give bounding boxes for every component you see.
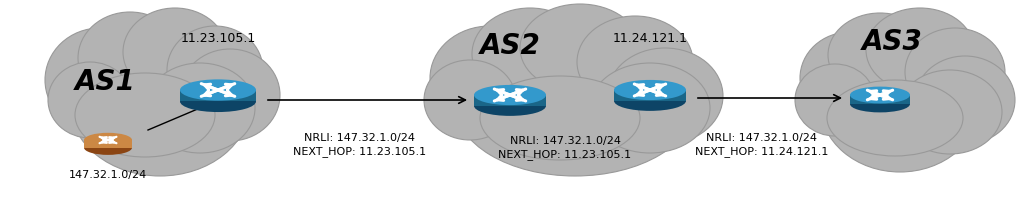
Text: AS3: AS3: [862, 28, 923, 56]
Ellipse shape: [915, 56, 1015, 144]
Ellipse shape: [84, 133, 132, 147]
Ellipse shape: [167, 26, 263, 114]
Ellipse shape: [78, 12, 182, 104]
Text: 11.23.105.1: 11.23.105.1: [180, 31, 256, 45]
Ellipse shape: [828, 13, 932, 97]
Ellipse shape: [898, 70, 1002, 154]
Ellipse shape: [180, 79, 256, 101]
Text: NRLI: 147.32.1.0/24
NEXT_HOP: 11.24.121.1: NRLI: 147.32.1.0/24 NEXT_HOP: 11.24.121.…: [695, 133, 828, 157]
Ellipse shape: [424, 60, 516, 140]
Polygon shape: [180, 90, 256, 102]
Ellipse shape: [474, 85, 546, 105]
Text: NRLI: 147.32.1.0/24
NEXT_HOP: 11.23.105.1: NRLI: 147.32.1.0/24 NEXT_HOP: 11.23.105.…: [499, 136, 632, 160]
Ellipse shape: [123, 8, 227, 96]
Ellipse shape: [48, 62, 132, 138]
Ellipse shape: [800, 32, 900, 124]
Ellipse shape: [795, 64, 874, 136]
Polygon shape: [84, 140, 132, 148]
Ellipse shape: [577, 16, 693, 108]
Text: 11.24.121.1: 11.24.121.1: [612, 31, 687, 45]
Text: AS2: AS2: [480, 32, 541, 60]
Ellipse shape: [866, 8, 974, 92]
Ellipse shape: [614, 91, 686, 111]
Ellipse shape: [455, 32, 695, 176]
Ellipse shape: [84, 140, 132, 155]
Ellipse shape: [180, 49, 280, 141]
Text: AS1: AS1: [75, 68, 136, 96]
Ellipse shape: [75, 73, 215, 157]
Polygon shape: [474, 95, 546, 106]
Ellipse shape: [614, 80, 686, 100]
Ellipse shape: [827, 80, 963, 156]
Ellipse shape: [430, 26, 550, 130]
Ellipse shape: [180, 91, 256, 112]
Ellipse shape: [850, 96, 910, 112]
Polygon shape: [614, 90, 686, 101]
Ellipse shape: [820, 36, 980, 172]
Ellipse shape: [590, 63, 710, 153]
Ellipse shape: [145, 63, 255, 153]
Ellipse shape: [45, 28, 155, 132]
Ellipse shape: [607, 48, 723, 144]
Ellipse shape: [472, 8, 588, 100]
Text: NRLI: 147.32.1.0/24
NEXT_HOP: 11.23.105.1: NRLI: 147.32.1.0/24 NEXT_HOP: 11.23.105.…: [294, 133, 427, 157]
Ellipse shape: [70, 32, 250, 176]
Ellipse shape: [474, 96, 546, 116]
Polygon shape: [850, 95, 910, 104]
Ellipse shape: [480, 76, 640, 160]
Ellipse shape: [520, 4, 640, 92]
Ellipse shape: [850, 87, 910, 103]
Text: 147.32.1.0/24: 147.32.1.0/24: [69, 170, 147, 180]
Ellipse shape: [905, 28, 1005, 116]
